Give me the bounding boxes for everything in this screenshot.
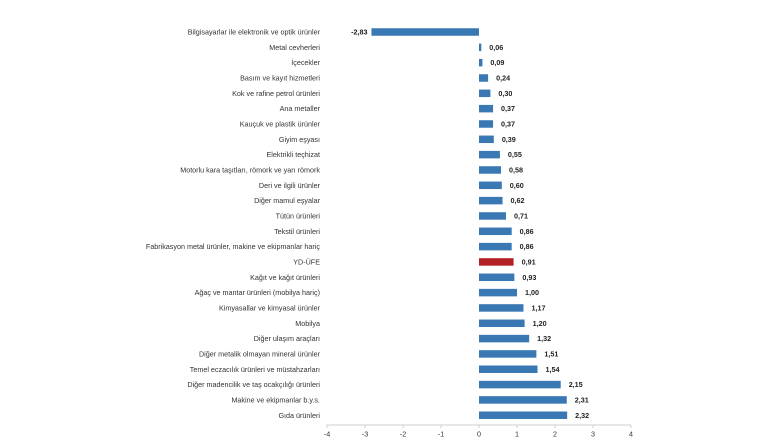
category-label: Diğer metalik olmayan mineral ürünler (199, 349, 321, 358)
bar (479, 89, 491, 98)
category-label: Tekstil ürünleri (274, 227, 320, 236)
value-label: 0,93 (522, 273, 536, 282)
x-axis: -4 -3 -2 -1 0 1 2 3 4 (324, 424, 633, 439)
category-label: Kağıt ve kağıt ürünleri (250, 273, 320, 282)
value-label: 2,15 (569, 380, 583, 389)
value-label: 0,06 (489, 43, 503, 52)
bar (479, 304, 524, 312)
value-label: 0,86 (520, 227, 534, 236)
category-label: Makine ve ekipmanlar b.y.s. (231, 395, 320, 404)
x-tick-label: 1 (515, 430, 519, 439)
x-tick-label: 2 (553, 430, 557, 439)
x-tick-label: -4 (324, 430, 330, 439)
value-label: 0,60 (510, 181, 524, 190)
value-label: 0,39 (502, 135, 516, 144)
x-tick-label: -1 (438, 430, 444, 439)
value-label: 0,71 (514, 211, 528, 220)
bar (479, 150, 500, 159)
value-label: 0,91 (522, 257, 536, 266)
category-label: Diğer ulaşım araçları (254, 334, 320, 343)
bar (371, 28, 479, 36)
bar (479, 43, 482, 52)
category-label: Ana metaller (280, 104, 321, 113)
bar (479, 212, 506, 220)
bar (479, 242, 512, 251)
x-ticks: -4 -3 -2 -1 0 1 2 3 4 (324, 425, 633, 439)
bar (479, 135, 494, 144)
value-label: 0,62 (511, 196, 525, 205)
category-label: Tütün ürünleri (276, 211, 321, 220)
bar-highlight (479, 258, 514, 266)
bar (479, 166, 502, 174)
value-label: 0,58 (509, 165, 523, 174)
value-label: 1,54 (546, 365, 560, 374)
category-label: Basım ve kayıt hizmetleri (240, 73, 320, 82)
value-label: 0,24 (496, 73, 510, 82)
bar (479, 58, 483, 67)
bar (479, 319, 525, 328)
bar (479, 181, 502, 190)
x-tick-label: -2 (400, 430, 406, 439)
category-label: Kimyasallar ve kimyasal ürünler (219, 303, 321, 312)
value-label: 2,31 (575, 395, 589, 404)
x-tick-label: 4 (629, 430, 633, 439)
bar (479, 196, 503, 205)
category-label: Deri ve ilgili ürünler (259, 181, 321, 190)
category-label: İçecekler (291, 58, 320, 67)
value-label: 1,20 (533, 319, 547, 328)
category-label: Mobilya (295, 319, 320, 328)
value-label: 0,37 (501, 104, 515, 113)
bar (479, 120, 494, 128)
bar (479, 288, 517, 297)
bar (479, 273, 515, 282)
category-label: YD-ÜFE (293, 257, 320, 266)
category-label: Giyim eşyası (279, 135, 320, 144)
value-label: 0,86 (520, 242, 534, 251)
category-label: Gıda ürünleri (278, 411, 320, 420)
category-label: Diğer madencilik ve taş ocakçılığı ürünl… (187, 380, 320, 389)
category-label: Kok ve rafine petrol ürünleri (232, 89, 320, 98)
bar (479, 104, 494, 113)
bar (479, 411, 568, 419)
bar (479, 380, 561, 389)
x-tick-label: -3 (362, 430, 368, 439)
bar (479, 350, 537, 358)
value-labels: -2,83 0,06 0,09 0,24 0,30 0,37 0,37 0,39 0,55 0,5… (351, 28, 589, 420)
bar (479, 334, 530, 343)
value-label: 0,09 (490, 58, 504, 67)
category-label: Ağaç ve mantar ürünleri (mobilya hariç) (195, 288, 320, 297)
value-label: 1,51 (544, 349, 558, 358)
value-label: 0,55 (508, 150, 522, 159)
x-tick-label: 3 (591, 430, 595, 439)
bar (479, 365, 538, 374)
bar (479, 227, 512, 236)
bar (479, 74, 489, 82)
category-label: Bilgisayarlar ile elektronik ve optik ür… (188, 28, 321, 37)
category-label: Diğer mamul eşyalar (254, 196, 321, 205)
bars (371, 28, 568, 419)
value-label: 1,32 (537, 334, 551, 343)
value-label: 1,00 (525, 288, 539, 297)
category-labels: Bilgisayarlar ile elektronik ve optik ür… (146, 28, 321, 420)
value-label: 1,17 (531, 303, 545, 312)
category-label: Fabrikasyon metal ürünler, makine ve eki… (146, 242, 321, 251)
value-label: -2,83 (351, 28, 367, 37)
category-label: Elektrikli teçhizat (266, 150, 320, 159)
bar (479, 396, 567, 404)
x-tick-label: 0 (477, 430, 481, 439)
value-label: 2,32 (575, 411, 589, 420)
category-label: Metal cevherleri (269, 43, 320, 52)
value-label: 0,30 (498, 89, 512, 98)
value-label: 0,37 (501, 119, 515, 128)
category-label: Temel eczacılık ürünleri ve müstahzarlar… (190, 365, 320, 374)
category-label: Motorlu kara taşıtları, römork ve yarı r… (180, 165, 320, 174)
category-label: Kauçuk ve plastik ürünler (240, 119, 321, 128)
